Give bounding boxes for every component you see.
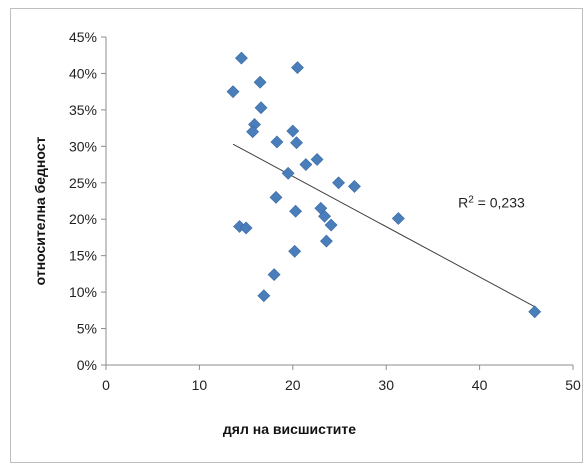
data-point bbox=[324, 218, 338, 232]
chart-frame: 0% 5% 10% 15% 20% 25% 30% 35% 40% 45% 0 10 20 30 40 50… bbox=[10, 8, 583, 463]
y-tick-label: 35% bbox=[69, 102, 97, 118]
data-points bbox=[226, 51, 542, 319]
y-tick-label: 40% bbox=[69, 65, 97, 81]
data-point bbox=[291, 61, 304, 75]
x-tick-label: 10 bbox=[192, 377, 208, 393]
data-point bbox=[299, 158, 313, 171]
y-tick-label: 10% bbox=[69, 284, 97, 300]
data-point bbox=[289, 204, 303, 218]
y-tick-label: 45% bbox=[69, 29, 97, 45]
data-point bbox=[257, 289, 271, 303]
y-axis-ticks: 0% 5% 10% 15% 20% 25% 30% 35% 40% 45% bbox=[69, 29, 106, 373]
data-point bbox=[288, 244, 302, 258]
x-tick-label: 40 bbox=[472, 377, 488, 393]
scatter-chart: 0% 5% 10% 15% 20% 25% 30% 35% 40% 45% 0 10 20 30 40 50… bbox=[32, 29, 581, 437]
y-tick-label: 0% bbox=[77, 357, 97, 373]
r-squared-annotation: R2 = 0,233 bbox=[458, 194, 525, 211]
data-point bbox=[319, 234, 333, 248]
data-point bbox=[528, 305, 542, 319]
y-axis-title: относителна бедност bbox=[32, 136, 48, 285]
y-tick-label: 25% bbox=[69, 175, 97, 191]
y-tick-label: 30% bbox=[69, 138, 97, 154]
data-point bbox=[391, 212, 405, 225]
data-point bbox=[332, 176, 345, 190]
x-tick-label: 50 bbox=[565, 377, 581, 393]
data-point bbox=[281, 166, 295, 180]
data-point bbox=[310, 153, 324, 166]
y-tick-label: 20% bbox=[69, 211, 97, 227]
data-point bbox=[290, 136, 303, 150]
data-point bbox=[246, 125, 260, 139]
data-point bbox=[235, 51, 248, 65]
data-point bbox=[239, 221, 253, 235]
x-tick-label: 30 bbox=[378, 377, 394, 393]
data-point bbox=[226, 85, 240, 99]
trendline bbox=[232, 143, 535, 308]
data-point bbox=[286, 124, 300, 138]
data-point bbox=[318, 209, 331, 223]
data-point bbox=[348, 179, 361, 193]
y-tick-label: 5% bbox=[77, 321, 97, 337]
x-axis-title: дял на висшистите bbox=[223, 421, 356, 437]
data-point bbox=[270, 135, 284, 149]
data-point bbox=[267, 268, 281, 282]
data-point bbox=[254, 101, 268, 115]
x-tick-label: 0 bbox=[102, 377, 110, 393]
data-point bbox=[253, 75, 267, 89]
x-tick-label: 20 bbox=[285, 377, 301, 393]
data-point bbox=[269, 190, 283, 204]
x-axis-ticks: 0 10 20 30 40 50 bbox=[102, 365, 581, 393]
y-tick-label: 15% bbox=[69, 248, 97, 264]
